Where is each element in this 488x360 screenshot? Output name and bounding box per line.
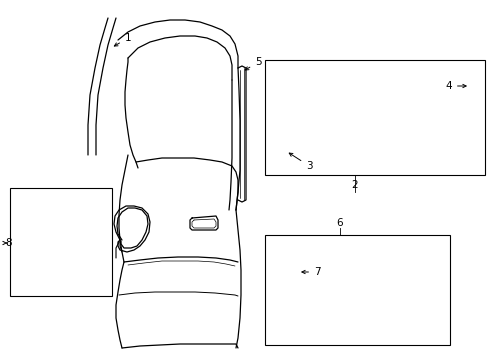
Text: 3: 3 [289, 153, 312, 171]
Bar [264, 235, 449, 345]
Text: 5: 5 [245, 57, 261, 70]
Bar [10, 188, 112, 296]
Text: 4: 4 [445, 81, 465, 91]
Text: 1: 1 [114, 33, 131, 46]
Text: 7: 7 [301, 267, 320, 277]
Bar [264, 60, 484, 175]
Text: 8: 8 [5, 238, 12, 248]
Text: 6: 6 [336, 218, 343, 228]
Text: 2: 2 [351, 180, 358, 190]
